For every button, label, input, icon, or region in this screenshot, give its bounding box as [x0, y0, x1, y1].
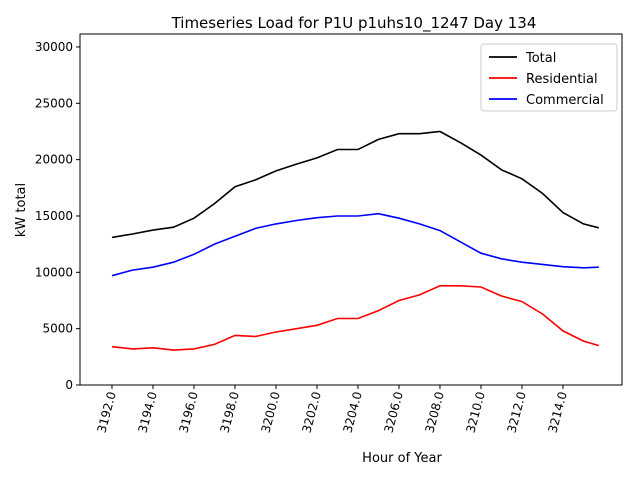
y-tick-label: 20000 — [35, 153, 73, 167]
x-tick-label: 3194.0 — [135, 390, 159, 434]
x-tick-label: 3210.0 — [463, 390, 487, 434]
y-tick-label: 5000 — [42, 322, 73, 336]
series-line-commercial — [111, 212, 599, 277]
legend-label-commercial: Commercial — [526, 93, 604, 108]
axes-frame — [79, 33, 623, 386]
x-tick-label: 3200.0 — [258, 390, 282, 434]
series-line-residential — [111, 284, 600, 351]
legend-box — [480, 43, 618, 112]
x-tick-label: 3208.0 — [422, 390, 446, 434]
y-tick-label: 10000 — [35, 265, 73, 279]
y-tick-label: 15000 — [35, 209, 73, 223]
x-tick-label: 3192.0 — [94, 390, 118, 434]
chart-title: Timeseries Load for P1U p1uhs10_1247 Day… — [171, 14, 537, 33]
legend-label-residential: Residential — [526, 72, 598, 87]
y-axis-label: kW total — [14, 183, 29, 237]
x-tick-label: 3214.0 — [545, 390, 569, 434]
x-tick-label: 3198.0 — [217, 390, 241, 434]
x-tick-label: 3206.0 — [381, 390, 405, 434]
legend-label-total: Total — [525, 51, 556, 66]
x-tick-label: 3212.0 — [504, 390, 528, 434]
x-tick-label: 3204.0 — [340, 390, 364, 434]
y-tick-label: 30000 — [35, 40, 73, 54]
x-tick-label: 3202.0 — [299, 390, 323, 434]
series-line-total — [111, 130, 599, 239]
x-tick-label: 3196.0 — [176, 390, 200, 434]
y-tick-label: 25000 — [35, 96, 73, 110]
y-tick-label: 0 — [65, 378, 73, 392]
x-axis-label: Hour of Year — [362, 451, 442, 466]
